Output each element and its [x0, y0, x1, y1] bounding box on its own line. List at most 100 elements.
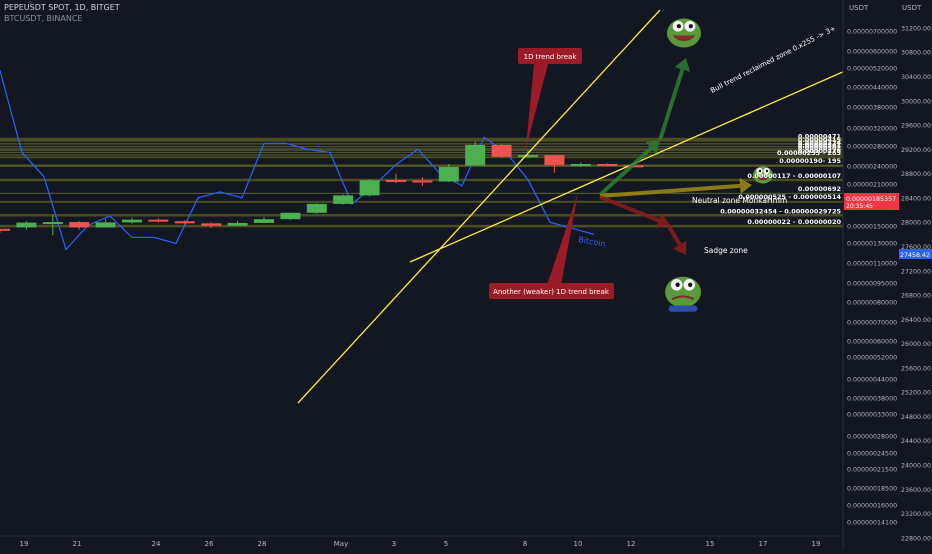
pepe-axis-tick: 0.00000038000 [847, 396, 897, 403]
x-axis-tick: 5 [444, 540, 448, 548]
level-label-4: 0.00000331 [798, 142, 842, 150]
candle [0, 228, 10, 231]
candle [438, 166, 459, 182]
candle [122, 219, 142, 223]
x-axis-tick: 15 [706, 540, 715, 548]
btc-axis-tick: 24800.00 [901, 414, 931, 421]
btc-axis-tick: 28000.00 [901, 220, 931, 227]
x-axis-tick: 21 [73, 540, 82, 548]
level-label-9: 0.00000117 - 0.00000107 [747, 172, 841, 180]
pepe-pupil [688, 24, 693, 29]
arrow-down-2 [666, 223, 687, 255]
level-label-2: 0.00000374 [798, 139, 842, 147]
arrow-up-2 [658, 58, 690, 141]
trend-line-steep [297, 9, 661, 404]
x-axis-tick: 26 [205, 540, 214, 548]
current-price-label: 0.00000185357 [846, 196, 896, 203]
btc-axis-tick: 29600.00 [901, 123, 931, 130]
candle [227, 222, 248, 226]
btc-axis-tick: 25200.00 [901, 390, 931, 397]
annotation-neutral-zone: Neutral zone MonkaHmm [692, 196, 787, 205]
candle [386, 179, 406, 182]
pepe-pupil [688, 282, 693, 287]
x-axis-tick: 28 [258, 540, 267, 548]
pepe-axis-tick: 0.00000014100 [847, 520, 897, 527]
countdown-label: 20:35:45 [846, 203, 873, 210]
x-axis-tick: 24 [152, 540, 161, 548]
x-axis-tick: May [334, 540, 348, 548]
pepe-axis-tick: 0.00000320000 [847, 126, 897, 133]
btc-axis-tick: 26400.00 [901, 317, 931, 324]
support-zone-1 [0, 156, 843, 159]
pepe-axis-tick: 0.00000240000 [847, 164, 897, 171]
pepe-axis-tick: 0.00000016000 [847, 503, 897, 510]
level-label-11: 0.000000525 - 0.000000514 [738, 193, 841, 201]
btc-price-label: 27458.42 [900, 252, 930, 259]
pepe-axis-tick: 0.00000044000 [847, 377, 897, 384]
pepe-pupil [675, 282, 680, 287]
callout-1d-trend-break: 1D trend break [524, 53, 578, 61]
candle [518, 155, 538, 158]
pepe-axis-tick: 0.00000080000 [847, 300, 897, 307]
candle [148, 219, 169, 222]
x-axis-tick: 19 [20, 540, 29, 548]
level-label-8: 0.00000190- 195 [779, 157, 841, 165]
pepe-axis-tick: 0.00000021500 [847, 467, 897, 474]
pepe-neutral-icon [753, 166, 773, 184]
callout-pointer-1 [526, 64, 548, 148]
btc-axis-tick: 28400.00 [901, 195, 931, 202]
btc-axis-tick: 28800.00 [901, 171, 931, 178]
level-label-13: 0.00000022 - 0.00000020 [747, 218, 841, 226]
pepe-axis-tick: 0.00000440000 [847, 85, 897, 92]
x-axis-tick: 17 [759, 540, 768, 548]
pepe-pupil [758, 169, 762, 173]
pepe-axis-tick: 0.00000060000 [847, 339, 897, 346]
candle [570, 164, 591, 167]
support-zone-3 [0, 178, 843, 182]
pepe-axis-tick: 0.00000028000 [847, 434, 897, 441]
callout-pointer-2 [547, 193, 578, 285]
candle [597, 164, 618, 167]
x-axis-tick: 12 [627, 540, 636, 548]
pepe-axis-tick: 0.00000600000 [847, 49, 897, 56]
x-axis-tick: 10 [574, 540, 583, 548]
pepe-axis-tick: 0.00000024500 [847, 451, 897, 458]
candle [306, 203, 327, 213]
pepe-mouth [673, 34, 695, 42]
candle [359, 180, 380, 196]
chart-compare-symbol[interactable]: BTCUSDT, BINANCE [4, 14, 83, 23]
pepe-pupil [676, 24, 681, 29]
pepe-shirt [668, 305, 698, 312]
candle [42, 222, 63, 225]
btc-axis-tick: 23200.00 [901, 511, 931, 518]
pepe-mouth [756, 175, 770, 181]
pepe-sad-icon [665, 276, 701, 312]
pepe-axis-tick: 0.00000150000 [847, 224, 897, 231]
arrow-neutral [599, 177, 752, 198]
support-zone-6 [0, 224, 843, 228]
btc-axis-tick: 30400.00 [901, 74, 931, 81]
btc-axis-tick: 23600.00 [901, 487, 931, 494]
support-zone-0 [0, 137, 843, 142]
candle [95, 222, 116, 228]
candle [544, 155, 565, 166]
support-zone-2 [0, 164, 843, 167]
level-label-0: 0.00000471 [798, 132, 842, 140]
chart-symbol[interactable]: PEPEUSDT SPOT, 1D, BITGET [4, 3, 120, 12]
bitcoin-line [0, 70, 595, 251]
candle [280, 212, 301, 220]
btc-axis-tick: 27600.00 [901, 244, 931, 251]
pepe-axis-tick: 0.00000070000 [847, 320, 897, 327]
callout-box-1 [518, 48, 582, 64]
btc-axis-tick: 26000.00 [901, 341, 931, 348]
pepe-mouth [671, 295, 695, 301]
btc-axis-tick: 29200.00 [901, 147, 931, 154]
btc-axis-tick: 31200.00 [901, 25, 931, 32]
pepe-axis-tick: 0.00000018500 [847, 486, 897, 493]
pepe-head [665, 276, 701, 308]
pepe-pupil [765, 169, 769, 173]
pepe-axis-tick: 0.00000130000 [847, 241, 897, 248]
btc-axis-tick: 24000.00 [901, 463, 931, 470]
